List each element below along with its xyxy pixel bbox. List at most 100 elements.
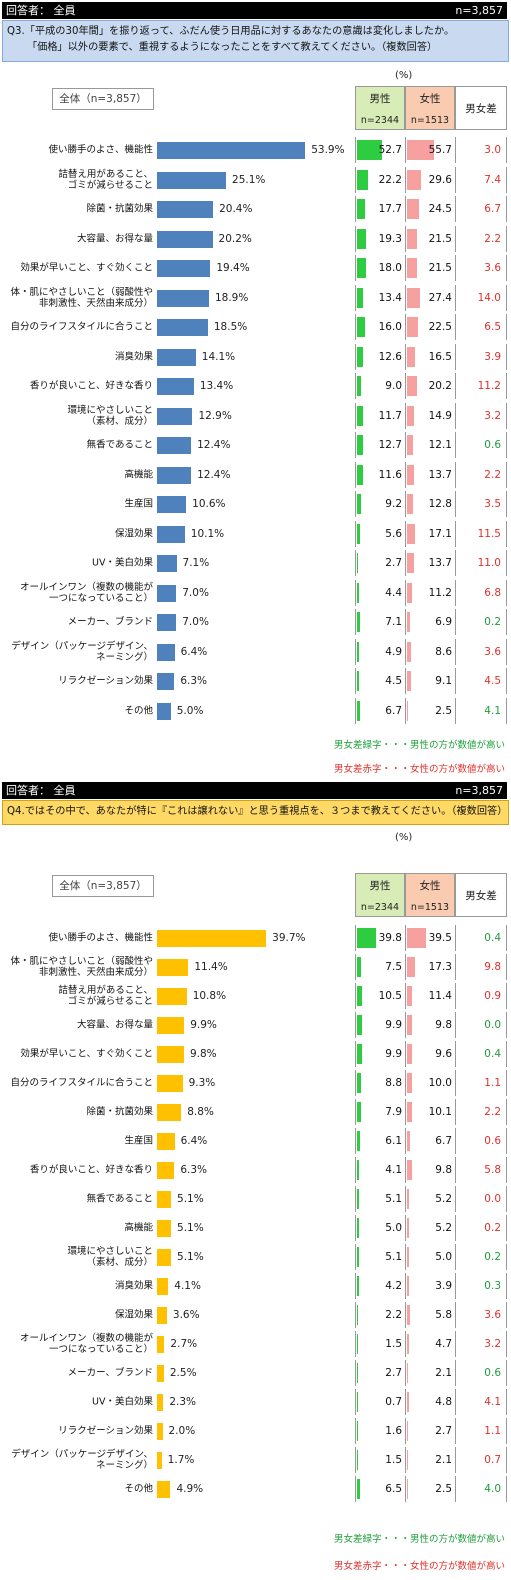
male-value: 4.9 bbox=[385, 645, 402, 658]
diff-value: 0.2 bbox=[484, 1222, 501, 1234]
total-value: 2.0% bbox=[168, 1425, 196, 1437]
female-value: 11.4 bbox=[428, 990, 452, 1002]
category-label: 効果が早いこと、すぐ効くこと bbox=[20, 1048, 153, 1060]
female-cell: 10.0 bbox=[405, 1070, 455, 1096]
table-row: 自分のライフスタイルに合うこと 18.5% 16.0 22.5 6.5 bbox=[0, 314, 511, 340]
female-value: 4.8 bbox=[435, 1396, 452, 1408]
category-label: 環境にやさしいこと （素材、成分） bbox=[67, 1246, 153, 1268]
female-bar bbox=[407, 376, 417, 396]
female-cell: 5.8 bbox=[405, 1302, 455, 1328]
diff-value: 2.2 bbox=[484, 232, 501, 245]
male-cell: 1.5 bbox=[355, 1331, 405, 1357]
female-cell: 21.5 bbox=[405, 225, 455, 252]
table-row: メーカー、ブランド 2.5% 2.7 2.1 0.6 bbox=[0, 1360, 511, 1386]
male-bar bbox=[357, 523, 360, 544]
total-value: 20.2% bbox=[218, 232, 252, 245]
total-value: 20.4% bbox=[219, 203, 253, 215]
category-label: 消臭効果 bbox=[114, 1280, 153, 1292]
male-value: 11.7 bbox=[378, 409, 402, 422]
category-label: 生産国 bbox=[124, 1135, 153, 1147]
diff-cell: 0.7 bbox=[455, 1447, 507, 1473]
table-row: リラクゼーション効果 2.0% 1.6 2.7 1.1 bbox=[0, 1418, 511, 1444]
table-row: 香りが良いこと、好きな香り 6.3% 4.1 9.8 5.8 bbox=[0, 1157, 511, 1183]
diff-header: 男女差 bbox=[455, 873, 507, 917]
female-cell: 5.2 bbox=[405, 1215, 455, 1241]
total-bar bbox=[157, 407, 193, 425]
male-cell: 4.1 bbox=[355, 1157, 405, 1183]
total-bar bbox=[157, 1075, 183, 1092]
table-row: 環境にやさしいこと （素材、成分） 5.1% 5.1 5.0 0.2 bbox=[0, 1244, 511, 1270]
diff-cell: 2.2 bbox=[455, 1099, 507, 1125]
category-label: 消臭効果 bbox=[114, 351, 153, 362]
female-bar bbox=[407, 1015, 412, 1035]
male-value: 1.5 bbox=[385, 1454, 402, 1466]
category-label: 生産国 bbox=[124, 498, 153, 510]
diff-value: 1.1 bbox=[484, 1425, 501, 1437]
male-value: 0.7 bbox=[385, 1396, 402, 1408]
male-value: 1.6 bbox=[385, 1425, 402, 1437]
total-value: 12.4% bbox=[197, 439, 231, 451]
total-value: 13.4% bbox=[199, 380, 234, 392]
diff-cell: 0.0 bbox=[455, 1012, 507, 1038]
female-value: 5.2 bbox=[435, 1193, 452, 1205]
male-value: 22.2 bbox=[378, 173, 402, 186]
male-bar bbox=[357, 169, 368, 190]
female-cell: 27.4 bbox=[405, 284, 455, 311]
q4-question-box: Q4.ではその中で、あなたが特に『これは譲れない』と思う重視点を、３つまで教えて… bbox=[2, 800, 509, 825]
female-cell: 2.1 bbox=[405, 1360, 455, 1386]
total-value: 6.3% bbox=[180, 1164, 207, 1176]
female-bar bbox=[407, 1102, 412, 1122]
female-bar bbox=[407, 1479, 409, 1499]
male-n: n=2344 bbox=[360, 115, 400, 126]
category-label: 高機能 bbox=[124, 1222, 153, 1234]
female-bar bbox=[407, 1276, 409, 1296]
total-bar bbox=[157, 1133, 175, 1150]
female-bar bbox=[407, 1392, 410, 1412]
total-value: 5.1% bbox=[177, 1222, 204, 1234]
male-cell: 5.0 bbox=[355, 1215, 405, 1241]
diff-value: 0.9 bbox=[484, 990, 501, 1002]
table-row: 消臭効果 4.1% 4.2 3.9 0.3 bbox=[0, 1273, 511, 1299]
category-label: リラクゼーション効果 bbox=[58, 1425, 153, 1437]
diff-cell: 3.2 bbox=[455, 1331, 507, 1357]
table-row: 生産国 6.4% 6.1 6.7 0.6 bbox=[0, 1128, 511, 1154]
female-value: 39.5 bbox=[428, 932, 452, 944]
table-row: オールインワン（複数の機能が 一つになっていること） 7.0% 4.4 11.2 6.8 bbox=[0, 579, 511, 606]
total-bar bbox=[157, 1046, 184, 1063]
diff-cell: 0.0 bbox=[455, 1186, 507, 1212]
total-bar bbox=[157, 555, 177, 572]
table-row: 保湿効果 10.1% 5.6 17.1 11.5 bbox=[0, 520, 511, 547]
male-cell: 9.0 bbox=[355, 373, 405, 399]
female-bar bbox=[407, 1189, 410, 1209]
diff-value: 0.2 bbox=[484, 1251, 501, 1263]
diff-value: 4.1 bbox=[484, 1396, 501, 1408]
diff-value: 3.0 bbox=[484, 144, 501, 156]
male-value: 5.1 bbox=[385, 1251, 402, 1263]
female-header: 女性 n=1513 bbox=[405, 86, 455, 130]
total-bar bbox=[157, 673, 175, 690]
category-label: 使い勝手のよさ、機能性 bbox=[48, 144, 153, 156]
male-bar bbox=[357, 494, 362, 514]
total-value: 10.8% bbox=[192, 990, 227, 1002]
diff-cell: 4.1 bbox=[455, 697, 507, 724]
female-value: 13.7 bbox=[428, 557, 452, 569]
male-value: 12.7 bbox=[378, 439, 402, 451]
female-bar bbox=[407, 612, 411, 632]
male-value: 4.1 bbox=[385, 1164, 402, 1176]
female-value: 17.1 bbox=[428, 527, 452, 540]
female-cell: 2.7 bbox=[405, 1418, 455, 1444]
total-legend: 全体（n=3,857） bbox=[52, 88, 154, 110]
diff-cell: 11.2 bbox=[455, 373, 507, 399]
diff-value: 0.7 bbox=[484, 1454, 501, 1466]
female-bar bbox=[407, 1305, 410, 1325]
total-bar bbox=[157, 1481, 171, 1498]
female-cell: 9.6 bbox=[405, 1041, 455, 1067]
male-bar bbox=[357, 1073, 362, 1093]
total-value: 12.9% bbox=[198, 409, 232, 422]
table-row: 効果が早いこと、すぐ効くこと 9.8% 9.9 9.6 0.4 bbox=[0, 1041, 511, 1067]
male-cell: 12.7 bbox=[355, 432, 405, 458]
unit-label: (%) bbox=[395, 832, 413, 843]
male-value: 7.5 bbox=[385, 961, 402, 973]
male-bar bbox=[357, 1131, 360, 1151]
female-cell: 4.7 bbox=[405, 1331, 455, 1357]
